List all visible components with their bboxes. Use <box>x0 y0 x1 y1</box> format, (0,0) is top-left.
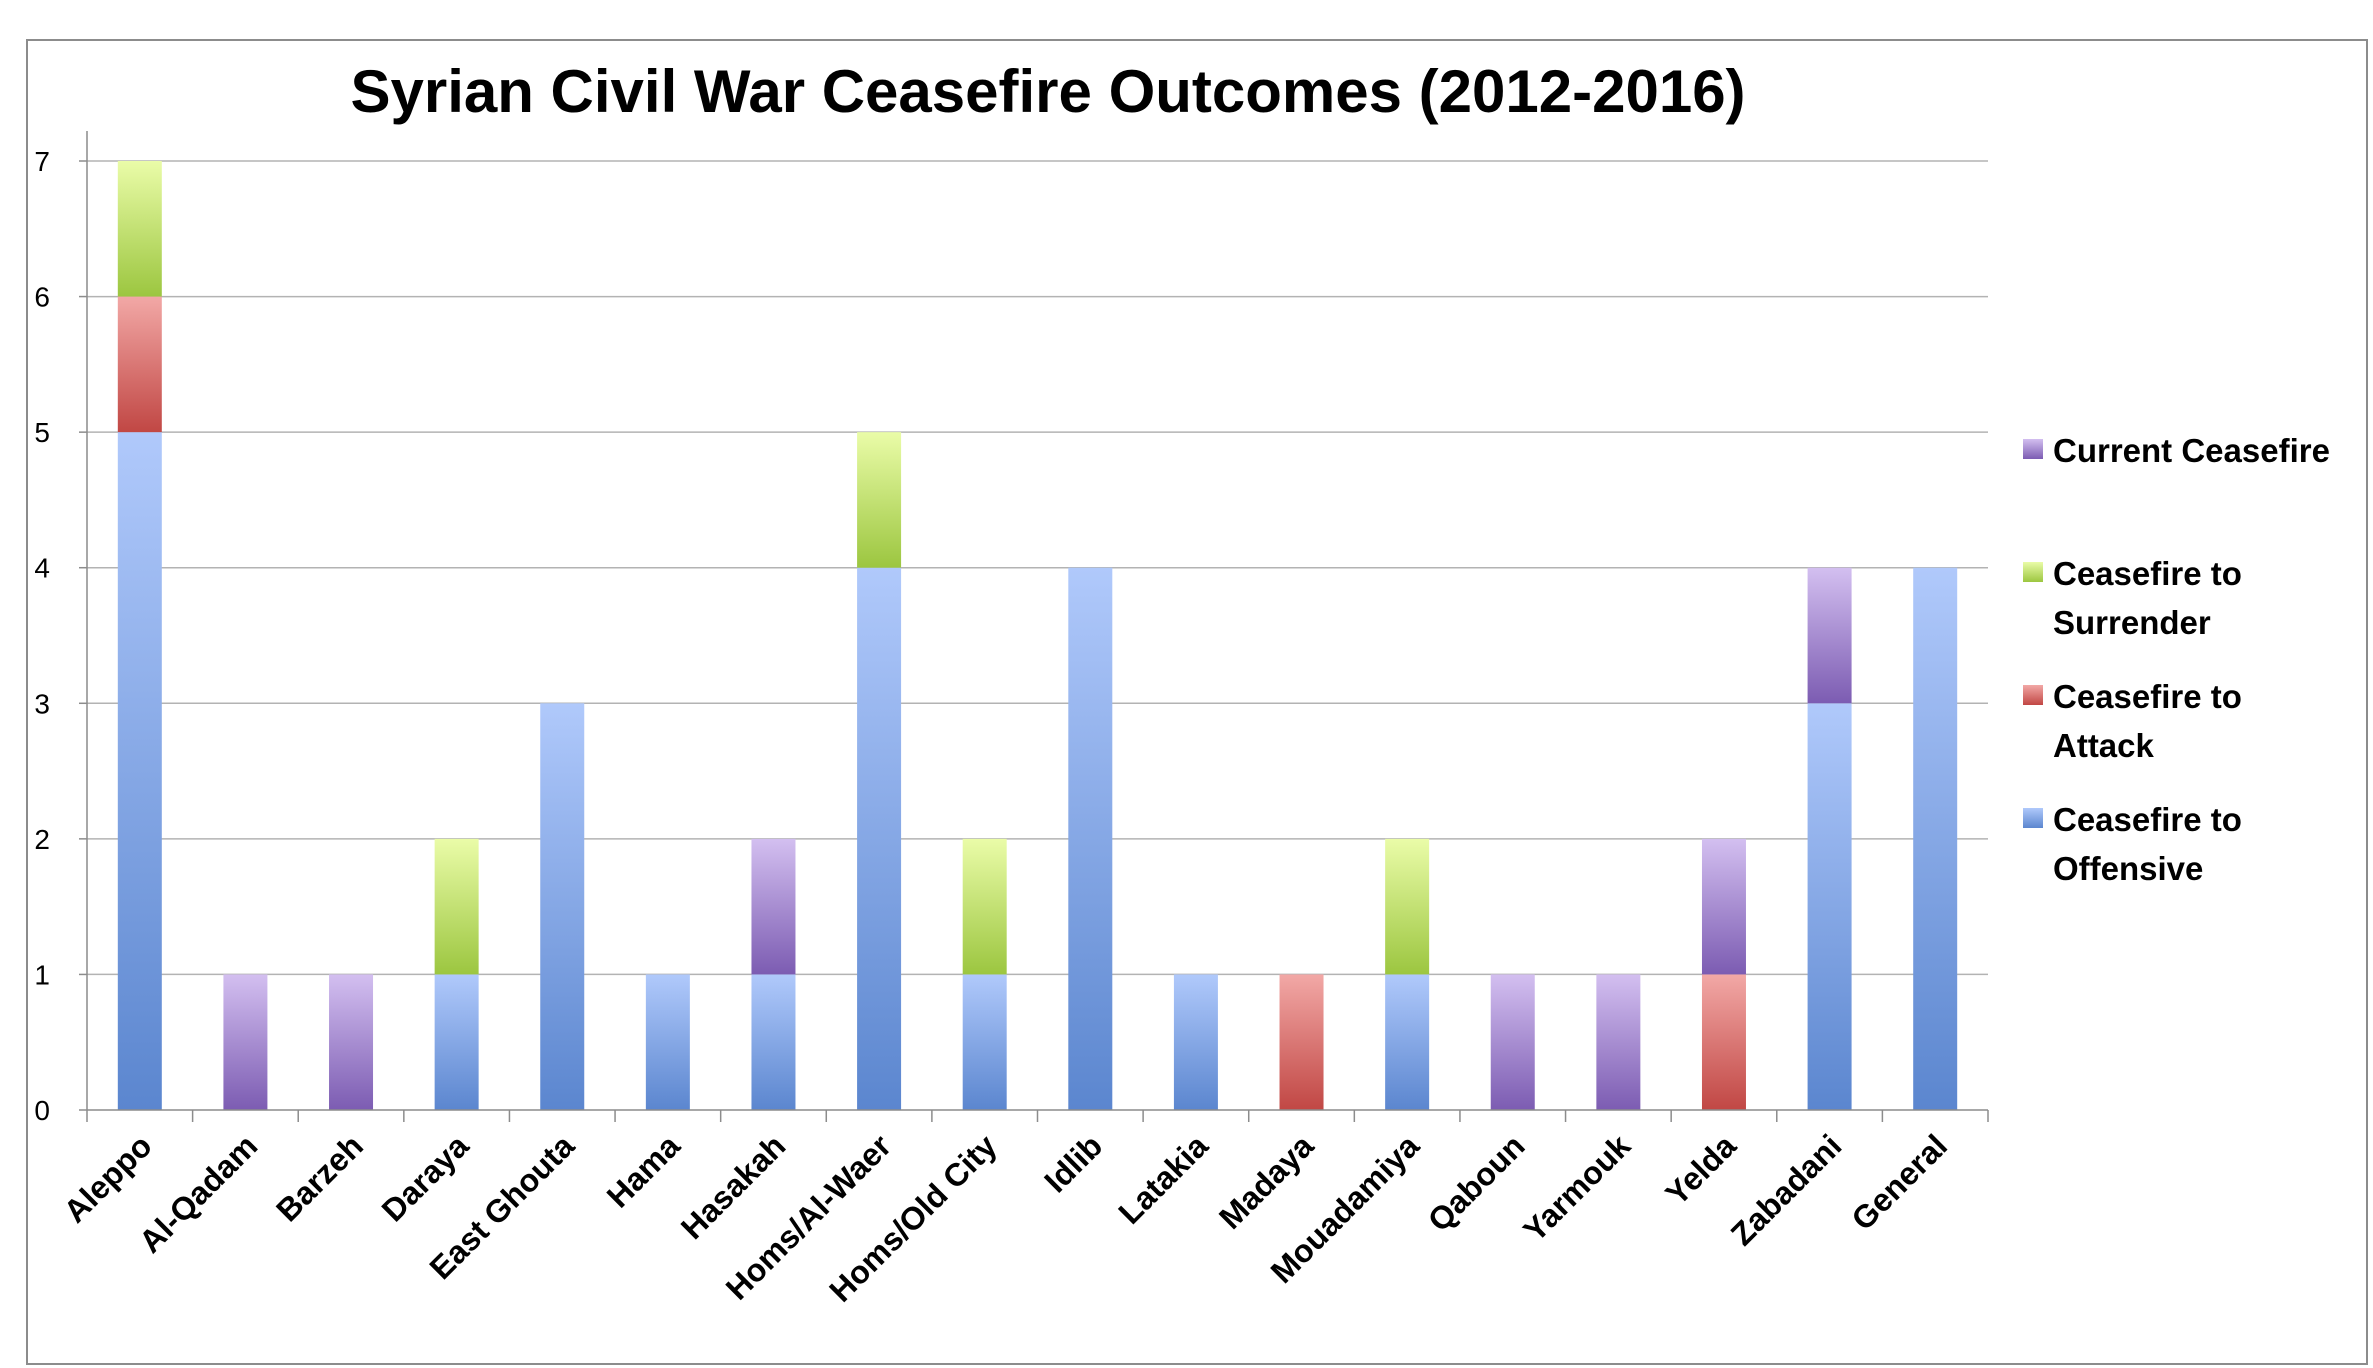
legend-swatch-ceasefire-to-surrender <box>2023 562 2043 582</box>
bar-hasakah-current-ceasefire <box>751 838 796 975</box>
bar-homs-al-waer-ceasefire-to-offensive <box>857 567 902 1110</box>
y-tick-label: 6 <box>34 282 50 313</box>
legend-swatch-ceasefire-to-attack <box>2023 685 2043 705</box>
bar-aleppo-ceasefire-to-attack <box>117 296 162 433</box>
y-tick-label: 0 <box>34 1095 50 1126</box>
chart-title: Syrian Civil War Ceasefire Outcomes (201… <box>350 58 1745 125</box>
bar-homs-old-city-ceasefire-to-offensive <box>962 974 1007 1110</box>
bars <box>117 161 1958 1111</box>
y-tick-label: 7 <box>34 146 50 177</box>
bar-hama-ceasefire-to-offensive <box>645 974 690 1110</box>
y-tick-label: 4 <box>34 553 50 584</box>
bar-mouadamiya-ceasefire-to-surrender <box>1385 838 1430 975</box>
bar-al-qadam-current-ceasefire <box>223 974 268 1110</box>
bar-aleppo-ceasefire-to-offensive <box>117 432 162 1111</box>
bar-zabadani-ceasefire-to-offensive <box>1807 703 1852 1110</box>
legend-label-ceasefire-to-offensive-line-1: Ceasefire to <box>2053 801 2242 838</box>
bar-zabadani-current-ceasefire <box>1807 567 1852 704</box>
bar-homs-al-waer-ceasefire-to-surrender <box>857 432 902 568</box>
legend-label-ceasefire-to-attack-line-2: Attack <box>2053 727 2155 764</box>
y-tick-label: 2 <box>34 824 50 855</box>
bar-latakia-ceasefire-to-offensive <box>1173 974 1218 1110</box>
bar-yelda-current-ceasefire <box>1701 838 1746 975</box>
bar-barzeh-current-ceasefire <box>329 974 374 1110</box>
bar-qaboun-current-ceasefire <box>1490 974 1535 1110</box>
bar-homs-old-city-ceasefire-to-surrender <box>962 838 1007 975</box>
bar-hasakah-ceasefire-to-offensive <box>751 974 796 1110</box>
bar-general-ceasefire-to-offensive <box>1913 567 1958 1110</box>
gridlines <box>87 160 1988 976</box>
legend-label-ceasefire-to-surrender-line-2: Surrender <box>2053 604 2211 641</box>
legend-swatch-ceasefire-to-offensive <box>2023 808 2043 828</box>
bar-yarmouk-current-ceasefire <box>1596 974 1641 1110</box>
legend: Current Ceasefire Ceasefire to Surrender Ce… <box>2023 432 2330 887</box>
chart-border <box>26 39 2368 1365</box>
y-tick-label: 1 <box>34 959 50 990</box>
legend-swatch-current-ceasefire <box>2023 439 2043 459</box>
legend-label-ceasefire-to-surrender-line-1: Ceasefire to <box>2053 555 2242 592</box>
bar-daraya-ceasefire-to-offensive <box>434 974 479 1110</box>
bar-idlib-ceasefire-to-offensive <box>1068 567 1113 1110</box>
y-tick-label: 5 <box>34 417 50 448</box>
bar-mouadamiya-ceasefire-to-offensive <box>1385 974 1430 1110</box>
y-tick-label: 3 <box>34 688 50 719</box>
bar-yelda-ceasefire-to-attack <box>1701 974 1746 1110</box>
bar-aleppo-ceasefire-to-surrender <box>117 161 162 297</box>
bar-east-ghouta-ceasefire-to-offensive <box>540 703 585 1110</box>
bar-madaya-ceasefire-to-attack <box>1279 974 1324 1110</box>
legend-label-ceasefire-to-attack-line-1: Ceasefire to <box>2053 678 2242 715</box>
legend-label-ceasefire-to-offensive-line-2: Offensive <box>2053 850 2203 887</box>
legend-label-current-ceasefire: Current Ceasefire <box>2053 432 2330 469</box>
bar-daraya-ceasefire-to-surrender <box>434 838 479 975</box>
